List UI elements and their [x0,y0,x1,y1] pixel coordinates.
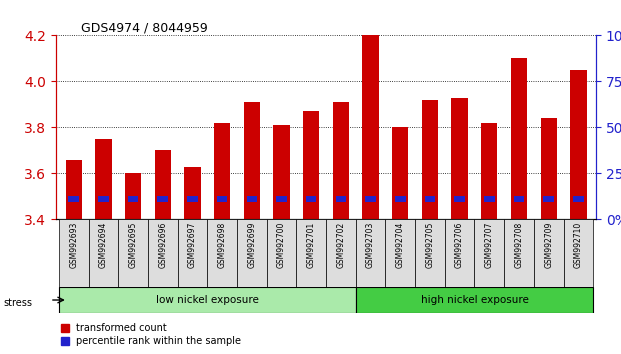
Text: GSM992709: GSM992709 [544,222,553,268]
Bar [148,219,178,289]
Text: GSM992705: GSM992705 [425,222,435,268]
Bar [118,219,148,289]
Text: GSM992694: GSM992694 [99,222,108,268]
Text: GDS4974 / 8044959: GDS4974 / 8044959 [81,21,207,34]
Bar [395,196,406,201]
Text: GSM992699: GSM992699 [247,222,256,268]
Bar [59,219,89,289]
Bar [303,111,319,219]
Bar [98,196,109,201]
Text: stress: stress [3,298,32,308]
Text: GSM992695: GSM992695 [129,222,138,268]
Text: GSM992710: GSM992710 [574,222,583,268]
Text: GSM992697: GSM992697 [188,222,197,268]
Bar [178,219,207,289]
Bar [445,219,474,289]
Legend: transformed count, percentile rank within the sample: transformed count, percentile rank withi… [61,324,242,346]
Text: GSM992703: GSM992703 [366,222,375,268]
Bar [363,35,379,219]
Bar [386,219,415,289]
Bar [534,219,563,289]
Text: GSM992704: GSM992704 [396,222,405,268]
Text: GSM992706: GSM992706 [455,222,464,268]
Text: GSM992701: GSM992701 [307,222,315,268]
Bar [335,196,346,201]
Bar [504,219,534,289]
Bar [306,196,317,201]
Text: GSM992707: GSM992707 [485,222,494,268]
Bar [425,196,435,201]
Text: GSM992698: GSM992698 [217,222,227,268]
Bar [573,196,584,201]
Bar [540,118,557,219]
Text: GSM992693: GSM992693 [69,222,78,268]
Bar [356,219,386,289]
Text: high nickel exposure: high nickel exposure [420,295,528,305]
Bar [273,125,289,219]
Bar [563,219,593,289]
Bar [158,196,168,201]
Bar [296,219,326,289]
Bar [455,196,465,201]
Text: GSM992696: GSM992696 [158,222,167,268]
Bar [184,166,201,219]
Bar [484,196,494,201]
Bar [89,219,118,289]
Bar [187,196,197,201]
Bar [247,196,257,201]
Text: GSM992708: GSM992708 [514,222,524,268]
Text: GSM992702: GSM992702 [337,222,345,268]
Bar [95,139,112,219]
Bar [422,100,438,219]
Bar [128,196,138,201]
Bar [511,58,527,219]
Bar [333,102,349,219]
Bar [68,196,79,201]
Bar [207,219,237,289]
Bar [365,196,376,201]
Bar [570,70,586,219]
Bar [59,287,356,313]
Text: low nickel exposure: low nickel exposure [156,295,259,305]
Text: GSM992700: GSM992700 [277,222,286,268]
Bar [125,173,141,219]
Bar [481,123,497,219]
Bar [217,196,227,201]
Bar [214,123,230,219]
Bar [543,196,554,201]
Bar [326,219,356,289]
Bar [392,127,409,219]
Bar [237,219,266,289]
Bar [356,287,593,313]
Bar [415,219,445,289]
Bar [451,97,468,219]
Bar [243,102,260,219]
Bar [276,196,287,201]
Bar [514,196,524,201]
Bar [66,160,82,219]
Bar [266,219,296,289]
Bar [155,150,171,219]
Bar [474,219,504,289]
